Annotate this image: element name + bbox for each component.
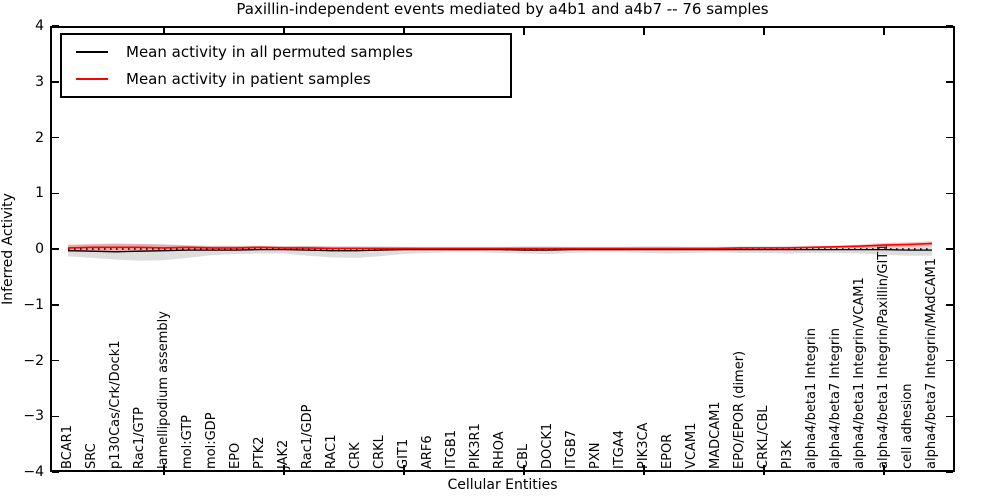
y-tick-label: 1 xyxy=(35,185,44,202)
chart-title: Paxillin-independent events mediated by … xyxy=(236,0,769,18)
y-tick-label: −2 xyxy=(23,352,44,369)
axis-tick xyxy=(946,359,953,362)
y-tick-label: 3 xyxy=(35,73,44,90)
permuted-line-swatch xyxy=(76,51,108,54)
axis-tick xyxy=(283,28,285,35)
axis-tick xyxy=(52,136,59,139)
axis-tick xyxy=(946,248,953,250)
axis-tick xyxy=(403,465,405,475)
axis-tick xyxy=(946,471,953,473)
legend-label-patient: Mean activity in patient samples xyxy=(126,69,371,88)
axis-tick xyxy=(163,28,165,35)
axis-tick xyxy=(52,25,59,27)
axis-tick xyxy=(946,136,953,139)
axis-tick xyxy=(52,304,59,306)
axis-tick xyxy=(52,415,59,417)
axis-tick xyxy=(643,465,645,475)
axis-tick xyxy=(52,248,59,250)
axis-tick xyxy=(763,465,765,475)
axis-tick xyxy=(883,465,885,475)
axis-tick xyxy=(523,28,525,35)
axis-tick xyxy=(163,465,165,475)
patient-mean-line xyxy=(67,242,933,250)
axis-tick xyxy=(946,81,953,83)
axis-tick xyxy=(523,465,525,475)
y-tick-label: −1 xyxy=(23,296,44,313)
axis-tick xyxy=(763,28,765,35)
patient-line-swatch xyxy=(76,77,108,80)
legend-row-permuted: Mean activity in all permuted samples xyxy=(76,43,496,61)
axis-tick xyxy=(52,359,59,362)
axis-tick xyxy=(946,415,953,417)
y-tick-label: 4 xyxy=(35,18,44,34)
axis-tick xyxy=(643,28,645,35)
axis-tick xyxy=(946,192,953,194)
y-tick-label: 0 xyxy=(35,241,44,257)
x-axis-label: Cellular Entities xyxy=(447,477,558,493)
axis-tick xyxy=(52,471,59,473)
axis-tick xyxy=(283,465,285,475)
axis-tick xyxy=(883,28,885,35)
axis-tick xyxy=(52,81,59,83)
legend-label-permuted: Mean activity in all permuted samples xyxy=(126,43,413,62)
axis-tick xyxy=(946,304,953,306)
axis-tick xyxy=(403,28,405,35)
y-tick-label: 2 xyxy=(35,129,44,146)
axis-tick xyxy=(52,192,59,194)
axis-tick xyxy=(946,25,953,27)
legend: Mean activity in all permuted samples Me… xyxy=(60,33,512,98)
plot-area xyxy=(67,241,933,261)
y-tick-label: −3 xyxy=(23,408,44,425)
y-tick-label: −4 xyxy=(23,464,44,480)
legend-row-patient: Mean activity in patient samples xyxy=(76,70,496,88)
